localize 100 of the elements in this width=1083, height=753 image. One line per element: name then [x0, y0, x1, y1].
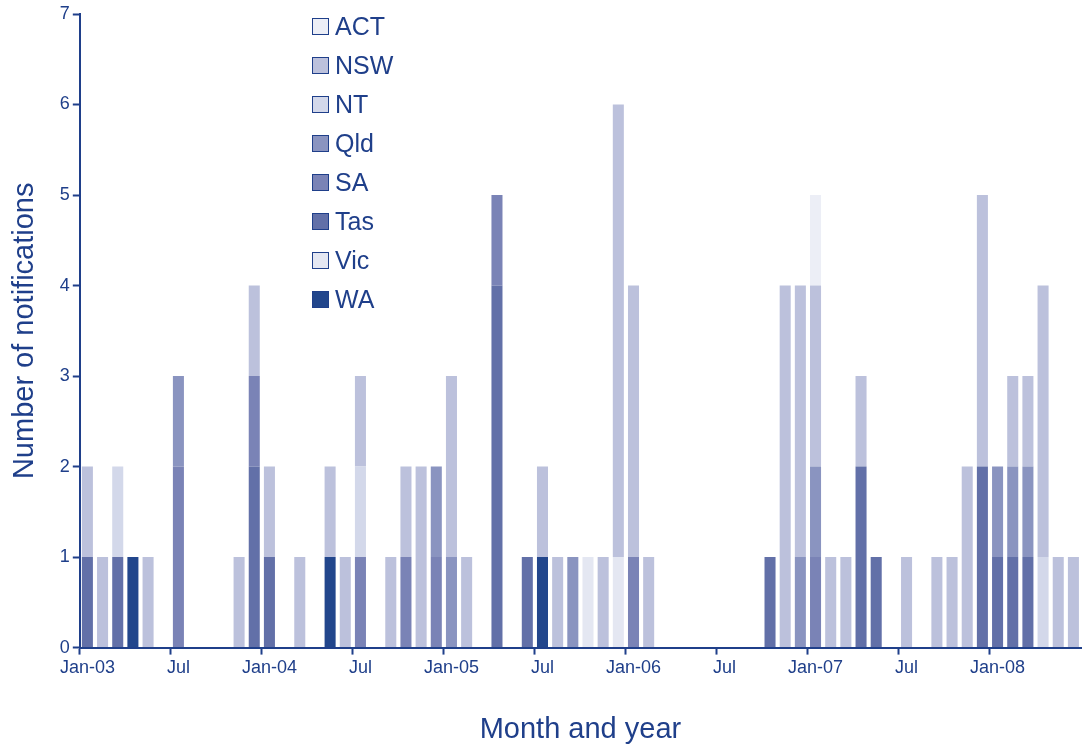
bar	[112, 466, 124, 558]
x-tick-label: Jul	[166, 657, 190, 678]
bar	[430, 466, 442, 558]
bar	[81, 466, 93, 558]
bar	[1052, 557, 1064, 648]
bar	[294, 557, 306, 648]
bar	[810, 466, 822, 558]
bar	[810, 195, 822, 286]
bar	[1022, 466, 1034, 558]
bar	[810, 285, 822, 467]
y-tick-label: 6	[59, 93, 70, 114]
bar	[1022, 376, 1034, 467]
bar	[1037, 285, 1049, 558]
bar	[1007, 376, 1019, 467]
bar	[1067, 557, 1079, 648]
y-tick-label: 3	[59, 365, 70, 386]
bar	[855, 466, 867, 648]
legend-label: NT	[335, 90, 369, 119]
x-tick-label: Jan-05	[423, 657, 479, 678]
bar	[248, 466, 260, 648]
bar	[385, 557, 397, 648]
bar	[612, 557, 624, 648]
x-tick-label: Jan-07	[788, 657, 844, 678]
x-tick-label: Jan-06	[605, 657, 662, 678]
bar	[627, 557, 640, 648]
x-tick-label: Jan-03	[59, 657, 115, 678]
bar	[840, 557, 852, 648]
bar	[643, 557, 655, 648]
bar	[1022, 557, 1034, 648]
bar	[946, 557, 958, 648]
bar	[339, 557, 351, 648]
bar	[870, 557, 882, 648]
bar	[354, 557, 366, 648]
legend-label: WA	[335, 285, 375, 314]
bar	[794, 557, 806, 648]
y-tick-label: 2	[59, 455, 70, 476]
bar	[855, 376, 867, 467]
bar	[901, 557, 913, 648]
bar	[794, 285, 806, 558]
x-tick-label: Jul	[348, 657, 372, 678]
bar	[1007, 466, 1019, 558]
bar	[400, 557, 412, 648]
bar	[112, 557, 124, 648]
bar	[961, 466, 973, 648]
bar	[552, 557, 564, 648]
y-tick-label: 0	[59, 636, 70, 657]
bar	[430, 557, 442, 648]
bar	[491, 195, 503, 286]
bar	[172, 376, 184, 467]
bar	[567, 557, 579, 648]
bar	[779, 285, 791, 648]
bar	[81, 557, 93, 648]
bar	[400, 466, 412, 558]
bar	[976, 466, 988, 648]
x-axis-title: Month and year	[479, 711, 682, 744]
x-tick-label: Jul	[713, 657, 737, 678]
bar	[764, 557, 776, 648]
legend-label: ACT	[335, 12, 385, 41]
bar	[992, 466, 1004, 558]
legend-label: Qld	[335, 129, 374, 158]
bar	[445, 557, 457, 648]
bar	[931, 557, 943, 648]
bar	[491, 285, 503, 648]
legend-label: Tas	[335, 207, 374, 236]
y-tick-label: 1	[59, 546, 70, 567]
legend-label: SA	[335, 168, 369, 197]
bar	[248, 285, 260, 377]
bar	[415, 466, 427, 648]
bar	[810, 557, 822, 648]
bar	[992, 557, 1004, 648]
bar	[142, 557, 154, 648]
bar	[248, 376, 260, 467]
bar	[461, 557, 473, 648]
legend-label: NSW	[335, 51, 394, 80]
bar	[97, 557, 109, 648]
y-axis-title: Number of notifications	[7, 182, 40, 480]
bar	[1007, 557, 1019, 648]
bar	[976, 195, 988, 467]
bar	[582, 557, 594, 648]
bar	[597, 557, 609, 648]
bar	[521, 557, 533, 648]
bar	[825, 557, 837, 648]
bar	[612, 104, 624, 558]
y-tick-label: 4	[59, 274, 70, 295]
legend-label: Vic	[335, 246, 370, 275]
bar	[324, 466, 336, 558]
x-tick-label: Jan-04	[241, 657, 297, 678]
bar	[172, 466, 184, 648]
x-tick-label: Jan-08	[970, 657, 1026, 678]
bar	[354, 376, 366, 467]
bar	[536, 466, 548, 558]
bar	[263, 466, 275, 558]
y-tick-label: 7	[59, 2, 70, 23]
x-tick-label: Jul	[895, 657, 919, 678]
x-tick-label: Jul	[530, 657, 554, 678]
bar	[445, 376, 457, 558]
bar	[354, 466, 366, 558]
bar	[1037, 557, 1049, 648]
bar	[627, 285, 640, 558]
y-tick-label: 5	[59, 184, 70, 204]
